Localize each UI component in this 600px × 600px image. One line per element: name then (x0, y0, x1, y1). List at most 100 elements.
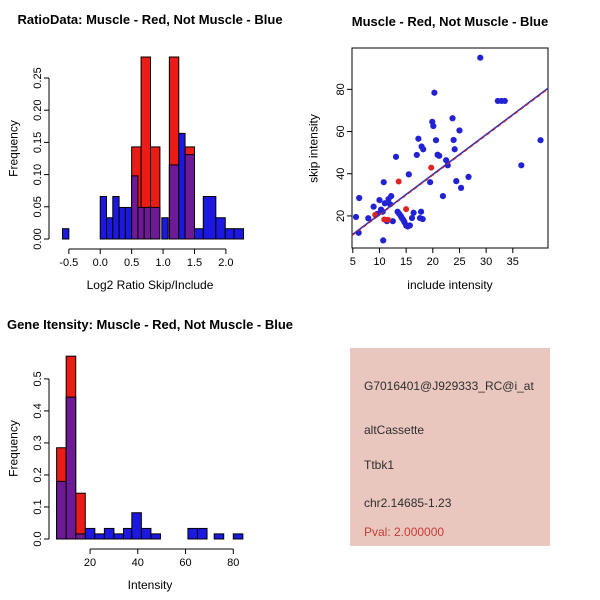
scatter-point-point_blue (420, 146, 427, 153)
x-tick-label: 60 (179, 557, 191, 569)
x-tick-label: 2.0 (218, 257, 233, 269)
hist-bar-blue (213, 533, 225, 540)
x-tick-label: 10 (373, 256, 385, 268)
hist-bar-blue (187, 527, 198, 540)
scatter-point-point_blue (406, 222, 413, 229)
scatter-point-point_blue (436, 152, 443, 159)
y-tick-label: 40 (335, 168, 347, 180)
hist-bar-blue (75, 533, 86, 540)
hist-bar-blue (193, 228, 204, 240)
y-tick-label: 0.05 (32, 196, 44, 217)
scatter-point-point_red (403, 206, 410, 213)
hist-bar-blue (215, 217, 226, 240)
info-box: G7016401@J929333_RC@i_at altCassette Ttb… (350, 348, 550, 546)
hist-bar-blue (56, 480, 67, 540)
y-tick-label: 60 (335, 125, 347, 137)
x-tick-label: 1.5 (187, 257, 202, 269)
hist-bar-blue (99, 195, 108, 240)
ratio-histogram-canvas: -0.5 0.0 0.5 1.0 1.5 2.0 0.00 0.05 0.10 0.15 0.20 0… (32, 56, 244, 269)
panel-gene-intensity-histogram: Gene Itensity: Muscle - Red, Not Muscle … (0, 300, 300, 600)
scatter-point-point_red (428, 164, 435, 171)
x-tick-label: 40 (132, 557, 144, 569)
hist-bar-blue (113, 533, 124, 540)
hist-bar-blue (168, 164, 180, 240)
hist-bar-blue (143, 206, 151, 240)
scatter-point-point_blue (443, 157, 450, 164)
ratio-histogram-title: RatioData: Muscle - Red, Not Muscle - Bl… (17, 12, 283, 27)
scatter-point-point_blue (453, 178, 460, 185)
scatter-point-point_blue (430, 122, 437, 130)
hist-bar-blue (84, 527, 96, 540)
scatter-point-point_red (395, 178, 402, 185)
scatter-point-point_blue (392, 153, 400, 160)
panel-info: G7016401@J929333_RC@i_at altCassette Ttb… (300, 300, 600, 600)
gene-histogram-title: Gene Itensity: Muscle - Red, Not Muscle … (6, 317, 294, 332)
scatter-point-point_blue (457, 184, 465, 191)
scatter-point-point_blue (451, 146, 458, 153)
scatter-point-point_blue (477, 54, 484, 61)
scatter-point-point_blue (427, 179, 434, 186)
y-tick-label: 0.3 (32, 435, 44, 450)
ratio-histogram-xlabel: Log2 Ratio Skip/Include (86, 278, 214, 292)
y-tick-label: 20 (335, 210, 347, 222)
scatter-xlabel: include intensity (407, 278, 493, 292)
pval-text: Pval: 2.000000 (364, 525, 445, 539)
scatter-point-point_blue (380, 179, 387, 186)
scatter-point-point_blue (376, 197, 383, 204)
scatter-point-point_blue (439, 193, 447, 200)
fit-line-red (351, 88, 549, 237)
scatter-point-point_blue (419, 215, 426, 223)
hist-bar-blue (122, 527, 133, 540)
scatter-point-point_red (385, 216, 391, 223)
hist-bar-blue (184, 154, 195, 240)
scatter-point-point_blue (432, 137, 440, 144)
scatter-point-point_blue (417, 208, 425, 215)
scatter-point-point_blue (449, 115, 456, 122)
y-tick-label: 0.4 (32, 403, 44, 418)
y-tick-label: 80 (335, 83, 347, 95)
x-tick-label: 25 (453, 256, 465, 268)
hist-bar-blue (65, 396, 77, 540)
y-tick-label: 0.2 (32, 467, 44, 482)
scatter-point-point_blue (410, 209, 417, 216)
x-tick-label: 20 (427, 256, 439, 268)
hist-bar-blue (161, 217, 169, 240)
hist-bar-blue (131, 175, 139, 240)
scatter-point-point_blue (389, 218, 396, 225)
hist-bar-blue (131, 512, 142, 540)
scatter-point-point_blue (518, 162, 525, 169)
hist-bar-blue (103, 527, 115, 540)
plot-box (351, 47, 549, 249)
gene-histogram-canvas: 20 40 60 80 0.0 0.1 0.2 0.3 0.4 0.5 (32, 355, 244, 569)
hist-bar-blue (112, 195, 120, 240)
x-tick-label: 35 (507, 256, 519, 268)
scatter-point-point_blue (413, 151, 420, 159)
scatter-point-point_blue (352, 213, 360, 221)
hist-bar-blue (196, 527, 208, 540)
gene-histogram-xlabel: Intensity (127, 578, 173, 592)
hist-bar-blue (106, 217, 114, 240)
scatter-point-point_blue (405, 171, 412, 178)
x-tick-label: 1.0 (155, 257, 170, 269)
scatter-point-point_blue (501, 97, 508, 105)
y-tick-label: 0.15 (32, 132, 44, 153)
scatter-point-point_blue (537, 137, 544, 144)
hist-bar-blue (140, 527, 152, 540)
y-tick-label: 0.00 (32, 228, 44, 249)
x-tick-label: 15 (400, 256, 412, 268)
x-tick-label: 0.5 (124, 257, 139, 269)
scatter-point-point_blue (408, 214, 416, 222)
x-tick-label: 80 (227, 557, 239, 569)
probe-id-text: G7016401@J929333_RC@i_at (364, 379, 534, 393)
y-tick-label: 0.1 (32, 499, 44, 514)
hist-bar-blue (232, 533, 244, 540)
x-tick-label: 30 (480, 256, 492, 268)
hist-bar-blue (150, 533, 161, 540)
scatter-point-point_blue (456, 127, 463, 134)
y-tick-label: 0.0 (32, 531, 44, 546)
hist-bar-red (75, 492, 86, 540)
scatter-point-point_blue (370, 203, 377, 210)
scatter-point-point_blue (415, 135, 422, 142)
x-tick-label: 0.0 (93, 257, 108, 269)
